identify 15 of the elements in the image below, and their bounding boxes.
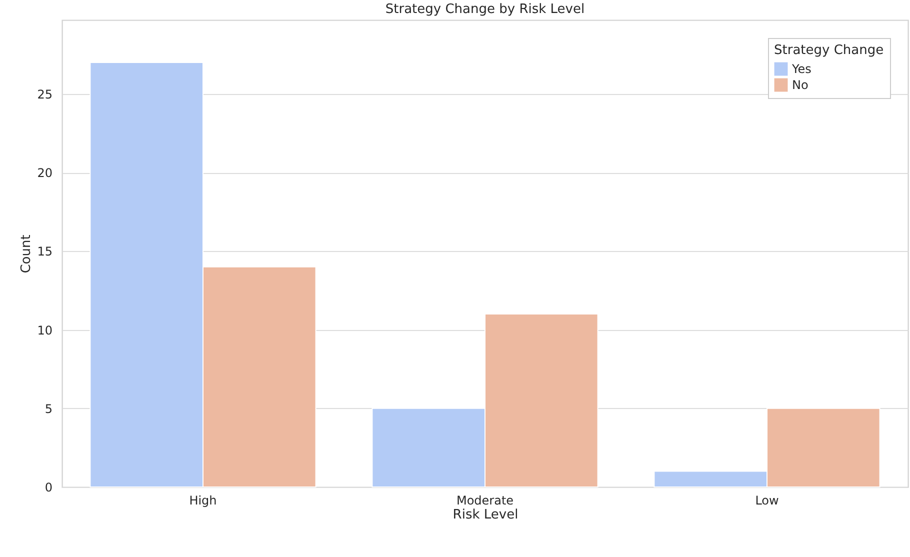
legend-label: Yes bbox=[791, 62, 812, 76]
legend-title: Strategy Change bbox=[774, 43, 884, 58]
x-axis-title: Risk Level bbox=[452, 508, 518, 522]
legend-label: No bbox=[792, 78, 808, 92]
y-tick-label: 25 bbox=[37, 87, 52, 102]
x-tick-label: Moderate bbox=[456, 494, 514, 508]
x-tick-label: Low bbox=[755, 494, 779, 508]
y-tick-label: 0 bbox=[44, 480, 52, 494]
y-axis-title: Count bbox=[19, 234, 34, 274]
y-tick-label: 15 bbox=[37, 244, 52, 259]
y-tick-label: 20 bbox=[37, 166, 52, 180]
chart-title: Strategy Change by Risk Level bbox=[385, 2, 585, 17]
y-tick-label: 10 bbox=[37, 323, 52, 338]
y-tick-label: 5 bbox=[44, 402, 52, 416]
x-tick-label: High bbox=[189, 494, 217, 508]
